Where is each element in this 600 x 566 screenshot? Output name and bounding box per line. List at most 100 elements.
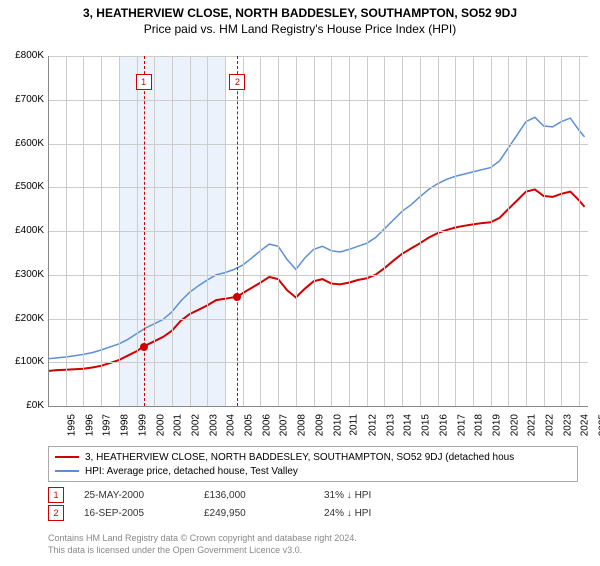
x-axis-label: 2008 [296, 414, 307, 436]
gridline-h [48, 231, 588, 232]
axis-left [48, 56, 49, 406]
legend: 3, HEATHERVIEW CLOSE, NORTH BADDESLEY, S… [48, 446, 578, 482]
gridline-v [579, 56, 580, 406]
x-axis-label: 2015 [420, 414, 431, 436]
gridline-v [331, 56, 332, 406]
gridline-v [384, 56, 385, 406]
gridline-h [48, 187, 588, 188]
legend-row: HPI: Average price, detached house, Test… [55, 464, 571, 478]
sales-row: 125-MAY-2000£136,00031% ↓ HPI [48, 486, 444, 504]
gridline-v [455, 56, 456, 406]
gridline-v [83, 56, 84, 406]
gridline-v [561, 56, 562, 406]
x-axis-label: 2014 [403, 414, 414, 436]
axis-bottom [48, 406, 588, 407]
sales-cell: 25-MAY-2000 [84, 490, 204, 501]
gridline-v [225, 56, 226, 406]
gridline-v [473, 56, 474, 406]
gridline-v [154, 56, 155, 406]
sales-row: 2 16-SEP-2005£249,95024% ↓ HPI [48, 504, 444, 522]
y-axis-label: £200K [2, 313, 44, 324]
gridline-v [526, 56, 527, 406]
sales-row-marker: 2 [48, 505, 64, 521]
x-axis-label: 2016 [438, 414, 449, 436]
x-axis-label: 2009 [314, 414, 325, 436]
x-axis-label: 2013 [385, 414, 396, 436]
gridline-v [278, 56, 279, 406]
x-axis-label: 2017 [456, 414, 467, 436]
legend-swatch [55, 470, 79, 472]
x-axis-label: 1996 [84, 414, 95, 436]
x-axis-label: 2012 [367, 414, 378, 436]
sales-cell: 31% ↓ HPI [324, 490, 444, 501]
gridline-v [190, 56, 191, 406]
sales-cell: £136,000 [204, 490, 324, 501]
gridline-v [101, 56, 102, 406]
gridline-h [48, 275, 588, 276]
x-axis-label: 2011 [349, 414, 360, 436]
gridline-h [48, 144, 588, 145]
series-price_paid [48, 189, 585, 371]
chart-container: 3, HEATHERVIEW CLOSE, NORTH BADDESLEY, S… [0, 6, 600, 566]
x-axis-label: 2002 [190, 414, 201, 436]
y-axis-label: £400K [2, 225, 44, 236]
chart-title: 3, HEATHERVIEW CLOSE, NORTH BADDESLEY, S… [0, 6, 600, 20]
gridline-v [243, 56, 244, 406]
sale-marker-box: 1 [136, 74, 152, 90]
gridline-h [48, 362, 588, 363]
legend-label: HPI: Average price, detached house, Test… [85, 466, 298, 477]
sale-marker-line [144, 56, 145, 406]
y-axis-label: £0K [2, 400, 44, 411]
gridline-v [420, 56, 421, 406]
attribution-line1: Contains HM Land Registry data © Crown c… [48, 532, 357, 544]
series-hpi [48, 117, 585, 358]
gridline-v [544, 56, 545, 406]
x-axis-label: 2000 [155, 414, 166, 436]
gridline-v [508, 56, 509, 406]
gridline-v [402, 56, 403, 406]
y-axis-label: £500K [2, 181, 44, 192]
x-axis-label: 2024 [580, 414, 591, 436]
gridline-h [48, 100, 588, 101]
x-axis-label: 2003 [208, 414, 219, 436]
gridline-v [314, 56, 315, 406]
x-axis-label: 2018 [473, 414, 484, 436]
y-axis-label: £700K [2, 94, 44, 105]
gridline-h [48, 319, 588, 320]
x-axis-label: 1999 [137, 414, 148, 436]
legend-swatch [55, 456, 79, 458]
legend-row: 3, HEATHERVIEW CLOSE, NORTH BADDESLEY, S… [55, 450, 571, 464]
x-axis-label: 2004 [226, 414, 237, 436]
x-axis-label: 2001 [172, 414, 183, 436]
x-axis-label: 2023 [562, 414, 573, 436]
gridline-v [296, 56, 297, 406]
x-axis-label: 1998 [119, 414, 130, 436]
x-axis-label: 2007 [279, 414, 290, 436]
x-axis-label: 1997 [102, 414, 113, 436]
y-axis-label: £300K [2, 269, 44, 280]
sales-cell: 16-SEP-2005 [84, 508, 204, 519]
sale-marker-line [237, 56, 238, 406]
sales-cell: 24% ↓ HPI [324, 508, 444, 519]
gridline-v [172, 56, 173, 406]
y-axis-label: £600K [2, 138, 44, 149]
chart-plot-area: £0K£100K£200K£300K£400K£500K£600K£700K£8… [48, 56, 588, 406]
x-axis-label: 2006 [261, 414, 272, 436]
y-axis-label: £100K [2, 356, 44, 367]
gridline-v [438, 56, 439, 406]
gridline-v [349, 56, 350, 406]
x-axis-label: 1995 [66, 414, 77, 436]
gridline-v [260, 56, 261, 406]
gridline-h [48, 56, 588, 57]
gridline-v [207, 56, 208, 406]
sale-marker-dot [140, 343, 148, 351]
gridline-v [367, 56, 368, 406]
x-axis-label: 2010 [332, 414, 343, 436]
sale-marker-box: 2 [229, 74, 245, 90]
sales-table: 125-MAY-2000£136,00031% ↓ HPI2 16-SEP-200… [48, 486, 444, 522]
sales-cell: £249,950 [204, 508, 324, 519]
x-axis-label: 2005 [243, 414, 254, 436]
gridline-v [491, 56, 492, 406]
x-axis-label: 2021 [527, 414, 538, 436]
x-axis-label: 2020 [509, 414, 520, 436]
